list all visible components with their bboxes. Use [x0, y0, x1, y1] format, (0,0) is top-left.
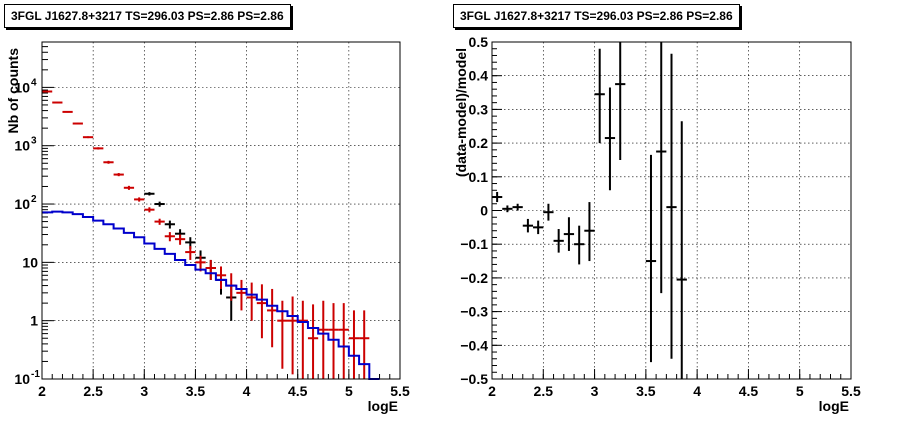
residuals-panel: 2 2.5 3 3.5 4 4.5 5 5.5 −0.5 −0.4 −0.3 −0.2 −0.1 0 0.1…	[453, 34, 861, 414]
y-tick-label: 1	[30, 313, 38, 329]
y-tick-exponent: 2	[31, 194, 37, 205]
y-tick-label: −0.5	[460, 371, 488, 387]
x-tick-label: 3	[140, 383, 148, 399]
x-tick-label: 5	[796, 383, 804, 399]
y-tick-label: 0.4	[469, 68, 489, 84]
x-tick-label: 2.5	[534, 383, 554, 399]
x-tick-label: 2.5	[83, 383, 103, 399]
chart-title-right: 3FGL J1627.8+3217 TS=296.03 PS=2.86 PS=2…	[453, 4, 740, 28]
x-tick-label: 3	[591, 383, 599, 399]
y-tick-label: 0.1	[469, 169, 489, 185]
y-tick-exponent: -1	[31, 369, 40, 380]
y-tick-label: −0.1	[460, 236, 488, 252]
y-tick-label: 10	[14, 371, 30, 387]
x-axis-title: logE	[819, 398, 849, 414]
x-tick-label: 2	[488, 383, 496, 399]
x-tick-label: 4	[243, 383, 251, 399]
y-tick-label: 10	[14, 79, 30, 95]
y-axis-title: Nb of counts	[5, 48, 21, 134]
y-tick-label: 10	[22, 254, 38, 270]
x-tick-label: 3.5	[636, 383, 656, 399]
x-tick-label: 3.5	[186, 383, 206, 399]
x-tick-label: 5.5	[841, 383, 861, 399]
x-tick-label: 4.5	[739, 383, 759, 399]
y-tick-label: 0.2	[469, 135, 489, 151]
x-tick-label: 5	[345, 383, 353, 399]
y-tick-label: −0.3	[460, 304, 488, 320]
x-tick-label: 4	[693, 383, 701, 399]
x-tick-label: 4.5	[288, 383, 308, 399]
plot-frame	[41, 41, 401, 380]
chart-title-left: 3FGL J1627.8+3217 TS=296.03 PS=2.86 PS=2…	[4, 4, 291, 28]
y-tick-label: 0.5	[469, 34, 489, 50]
y-tick-label: −0.4	[460, 337, 488, 353]
y-tick-exponent: 3	[31, 136, 37, 147]
y-axis-title: (data-model)/model	[453, 48, 469, 177]
model-histogram-line	[42, 210, 380, 380]
x-tick-label: 2	[38, 383, 46, 399]
y-tick-exponent: 4	[31, 77, 37, 88]
x-axis-title: logE	[368, 398, 398, 414]
y-tick-label: 10	[14, 196, 30, 212]
y-tick-label: 0.3	[469, 101, 489, 117]
plot-frame	[491, 41, 852, 380]
y-tick-label: 10	[14, 138, 30, 154]
y-tick-label: −0.2	[460, 270, 488, 286]
y-tick-label: 0	[480, 203, 488, 219]
x-tick-label: 5.5	[390, 383, 410, 399]
